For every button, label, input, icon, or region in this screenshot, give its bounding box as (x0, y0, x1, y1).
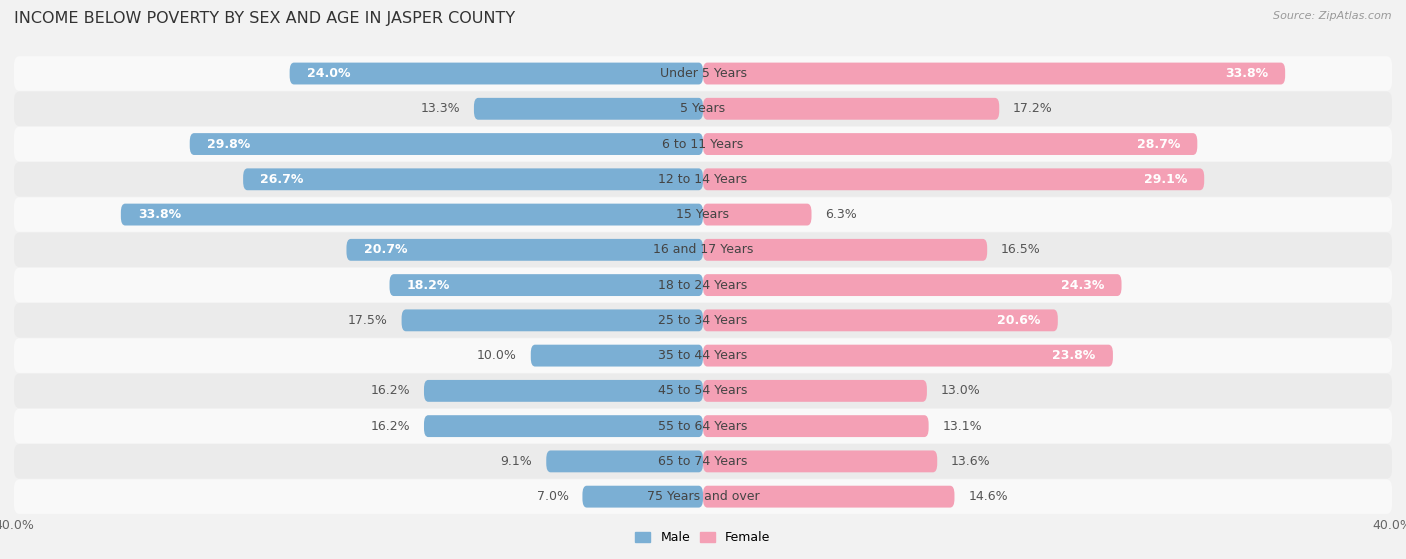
Text: 14.6%: 14.6% (969, 490, 1008, 503)
FancyBboxPatch shape (190, 133, 703, 155)
FancyBboxPatch shape (703, 133, 1198, 155)
FancyBboxPatch shape (703, 239, 987, 260)
FancyBboxPatch shape (703, 451, 938, 472)
Text: 24.0%: 24.0% (307, 67, 350, 80)
FancyBboxPatch shape (243, 168, 703, 190)
FancyBboxPatch shape (582, 486, 703, 508)
FancyBboxPatch shape (703, 380, 927, 402)
Text: 55 to 64 Years: 55 to 64 Years (658, 420, 748, 433)
Text: 20.7%: 20.7% (364, 243, 408, 257)
FancyBboxPatch shape (14, 197, 1392, 232)
Text: 35 to 44 Years: 35 to 44 Years (658, 349, 748, 362)
FancyBboxPatch shape (14, 233, 1392, 267)
FancyBboxPatch shape (425, 415, 703, 437)
Text: 13.6%: 13.6% (950, 455, 991, 468)
FancyBboxPatch shape (703, 98, 1000, 120)
FancyBboxPatch shape (290, 63, 703, 84)
Text: 17.2%: 17.2% (1012, 102, 1053, 115)
Text: 16.2%: 16.2% (371, 420, 411, 433)
FancyBboxPatch shape (14, 338, 1392, 373)
FancyBboxPatch shape (121, 203, 703, 225)
Text: 16.5%: 16.5% (1001, 243, 1040, 257)
Text: 18.2%: 18.2% (406, 278, 450, 292)
FancyBboxPatch shape (703, 63, 1285, 84)
Text: 5 Years: 5 Years (681, 102, 725, 115)
FancyBboxPatch shape (14, 56, 1392, 91)
Text: 33.8%: 33.8% (138, 208, 181, 221)
FancyBboxPatch shape (14, 373, 1392, 408)
Text: 20.6%: 20.6% (997, 314, 1040, 327)
Text: 29.1%: 29.1% (1143, 173, 1187, 186)
FancyBboxPatch shape (14, 268, 1392, 302)
Text: 13.3%: 13.3% (420, 102, 460, 115)
FancyBboxPatch shape (389, 274, 703, 296)
Text: 16.2%: 16.2% (371, 385, 411, 397)
FancyBboxPatch shape (703, 274, 1122, 296)
FancyBboxPatch shape (14, 480, 1392, 514)
FancyBboxPatch shape (703, 345, 1114, 367)
Text: 16 and 17 Years: 16 and 17 Years (652, 243, 754, 257)
FancyBboxPatch shape (703, 486, 955, 508)
FancyBboxPatch shape (14, 409, 1392, 443)
Text: 25 to 34 Years: 25 to 34 Years (658, 314, 748, 327)
FancyBboxPatch shape (346, 239, 703, 260)
Text: 6.3%: 6.3% (825, 208, 858, 221)
Text: 12 to 14 Years: 12 to 14 Years (658, 173, 748, 186)
Text: 45 to 54 Years: 45 to 54 Years (658, 385, 748, 397)
Text: 13.1%: 13.1% (942, 420, 981, 433)
FancyBboxPatch shape (14, 127, 1392, 162)
Text: Source: ZipAtlas.com: Source: ZipAtlas.com (1274, 11, 1392, 21)
Text: 29.8%: 29.8% (207, 138, 250, 150)
Text: 6 to 11 Years: 6 to 11 Years (662, 138, 744, 150)
FancyBboxPatch shape (14, 92, 1392, 126)
FancyBboxPatch shape (14, 303, 1392, 338)
FancyBboxPatch shape (14, 162, 1392, 197)
Text: 15 Years: 15 Years (676, 208, 730, 221)
Text: 23.8%: 23.8% (1053, 349, 1095, 362)
FancyBboxPatch shape (14, 444, 1392, 479)
FancyBboxPatch shape (703, 310, 1057, 331)
Text: 17.5%: 17.5% (347, 314, 388, 327)
Text: 18 to 24 Years: 18 to 24 Years (658, 278, 748, 292)
Text: 13.0%: 13.0% (941, 385, 980, 397)
Text: 7.0%: 7.0% (537, 490, 568, 503)
Text: 65 to 74 Years: 65 to 74 Years (658, 455, 748, 468)
Text: INCOME BELOW POVERTY BY SEX AND AGE IN JASPER COUNTY: INCOME BELOW POVERTY BY SEX AND AGE IN J… (14, 11, 515, 26)
Text: 24.3%: 24.3% (1062, 278, 1104, 292)
Text: 9.1%: 9.1% (501, 455, 533, 468)
FancyBboxPatch shape (703, 203, 811, 225)
FancyBboxPatch shape (547, 451, 703, 472)
FancyBboxPatch shape (425, 380, 703, 402)
Text: 26.7%: 26.7% (260, 173, 304, 186)
Text: 28.7%: 28.7% (1136, 138, 1180, 150)
Text: 75 Years and over: 75 Years and over (647, 490, 759, 503)
Text: 10.0%: 10.0% (477, 349, 517, 362)
Text: 33.8%: 33.8% (1225, 67, 1268, 80)
FancyBboxPatch shape (531, 345, 703, 367)
Text: Under 5 Years: Under 5 Years (659, 67, 747, 80)
FancyBboxPatch shape (402, 310, 703, 331)
FancyBboxPatch shape (703, 415, 928, 437)
FancyBboxPatch shape (474, 98, 703, 120)
FancyBboxPatch shape (703, 168, 1204, 190)
Legend: Male, Female: Male, Female (630, 526, 776, 549)
